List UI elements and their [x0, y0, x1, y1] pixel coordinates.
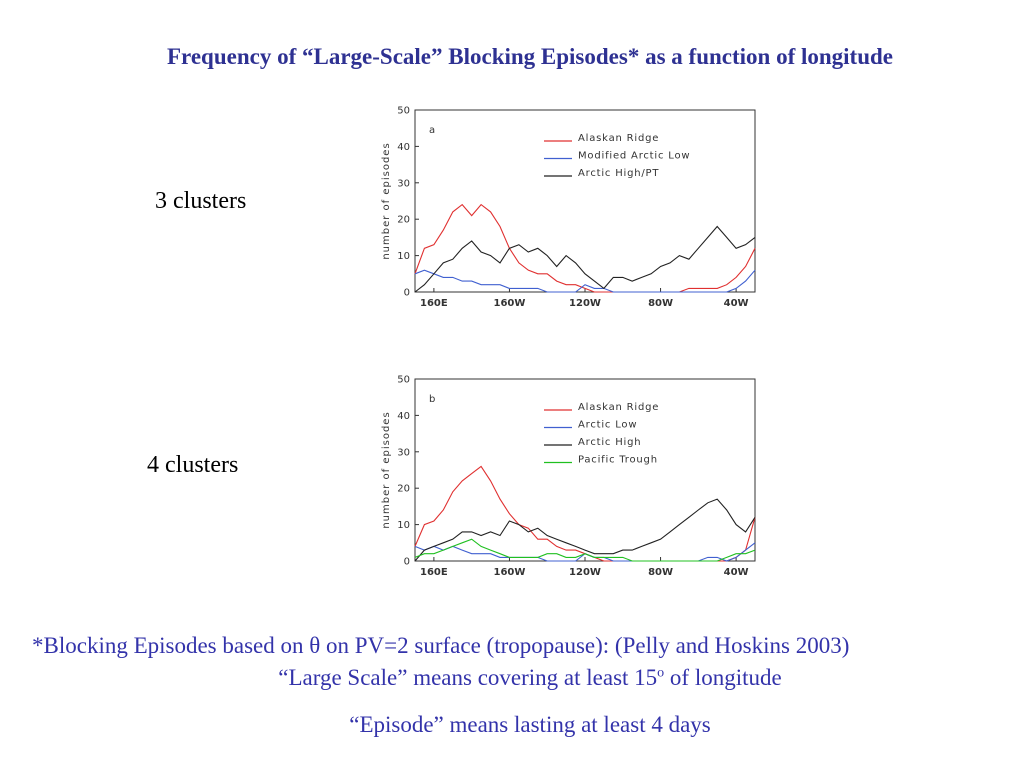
slide-title: Frequency of “Large-Scale” Blocking Epis…	[166, 44, 894, 69]
series-line	[414, 465, 756, 562]
y-tick-label: 20	[397, 484, 410, 495]
legend-label: Alaskan Ridge	[578, 402, 659, 413]
legend-label: Arctic High/PT	[578, 168, 659, 179]
y-tick-label: 40	[397, 411, 410, 422]
y-tick-label: 0	[404, 288, 410, 299]
y-tick-label: 10	[397, 520, 410, 531]
x-tick-label: 80W	[648, 298, 673, 309]
y-tick-label: 30	[397, 178, 410, 189]
footnote-text: of longitude	[664, 665, 782, 690]
y-tick-label: 40	[397, 142, 410, 153]
legend-label: Arctic High	[578, 437, 641, 448]
y-tick-label: 20	[397, 215, 410, 226]
charts: 0 10 20 30 40 50 160E 160W 120W 80W 40W number of e…	[381, 106, 756, 578]
footnote-text: “Large Scale” means covering at least 15	[278, 665, 658, 690]
series-line	[414, 538, 756, 562]
panel-label: b	[429, 394, 435, 405]
legend-label: Arctic Low	[578, 420, 637, 431]
footnote: *Blocking Episodes based on θ on PV=2 su…	[32, 633, 850, 658]
series-line	[414, 225, 756, 293]
series-line	[414, 498, 756, 562]
y-tick-label: 30	[397, 447, 410, 458]
x-tick-label: 120W	[569, 298, 601, 309]
legend-label: Modified Arctic Low	[578, 151, 690, 162]
x-tick-label: 160E	[420, 567, 448, 578]
footnote-sup: o	[657, 665, 665, 681]
x-tick-label: 40W	[724, 567, 749, 578]
y-tick-label: 0	[404, 557, 410, 568]
panel-caption: 3 clusters	[155, 188, 247, 214]
legend-label: Alaskan Ridge	[578, 133, 659, 144]
x-tick-label: 160W	[493, 567, 525, 578]
x-tick-label: 160W	[493, 298, 525, 309]
y-tick-label: 50	[397, 106, 410, 117]
legend-label: Pacific Trough	[578, 455, 658, 466]
y-tick-label: 10	[397, 251, 410, 262]
panel-caption: 4 clusters	[147, 452, 239, 478]
footnote: “Large Scale” means covering at least 15…	[0, 665, 1024, 691]
y-tick-label: 50	[397, 375, 410, 386]
series-line	[414, 269, 756, 293]
x-tick-label: 120W	[569, 567, 601, 578]
x-tick-label: 80W	[648, 567, 673, 578]
y-axis-label: number of episodes	[381, 411, 392, 528]
footnote: “Episode” means lasting at least 4 days	[349, 712, 711, 737]
panel-label: a	[429, 125, 435, 136]
series-line	[414, 203, 756, 293]
x-tick-label: 40W	[724, 298, 749, 309]
x-tick-label: 160E	[420, 298, 448, 309]
y-axis-label: number of episodes	[381, 142, 392, 259]
